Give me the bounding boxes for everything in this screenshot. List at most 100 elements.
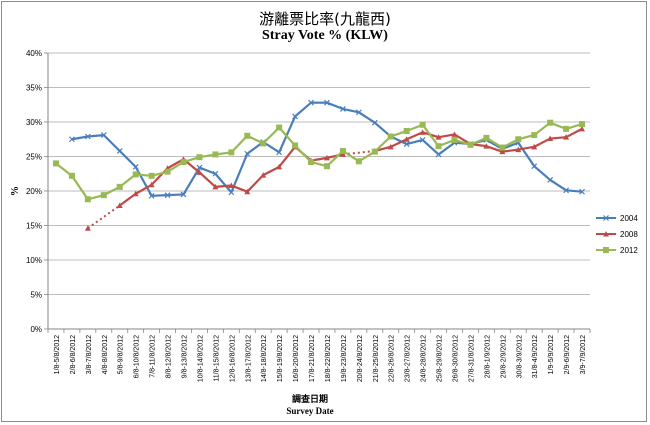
data-point — [403, 136, 410, 142]
series-segment — [486, 145, 503, 153]
series-2008 — [84, 125, 586, 231]
data-point-stroke — [276, 149, 283, 156]
x-tick-label: 3/9-7/9/2012 — [580, 335, 587, 374]
series-segment — [103, 134, 121, 152]
data-point — [451, 131, 458, 137]
data-point — [308, 159, 315, 166]
x-tick-labels: 1/8-5/8/2012 2/8-6/8/2012 3/8-7/8/2012 4/8-… — [54, 335, 587, 382]
data-point — [132, 163, 139, 170]
legend-item: 2012 — [596, 246, 638, 255]
y-tick-label: 30% — [26, 118, 42, 127]
series-segment — [246, 174, 264, 193]
x-tick-label: 18/8-22/8/2012 — [325, 335, 332, 382]
data-point — [100, 192, 107, 199]
series-segment — [214, 173, 233, 194]
x-tick-label: 17/8-21/8/2012 — [309, 335, 316, 382]
data-point-stroke — [355, 109, 362, 116]
data-point — [579, 188, 585, 195]
x-tick-label: 25/8-29/8/2012 — [437, 335, 444, 382]
series-segment — [438, 133, 455, 139]
series-segment — [358, 111, 376, 124]
series-segment — [342, 107, 360, 114]
legend-item: 2008 — [596, 230, 638, 239]
data-point — [451, 136, 458, 143]
series-segment — [230, 184, 248, 193]
data-point-stroke — [419, 137, 426, 143]
data-point — [276, 149, 283, 156]
series-segment — [151, 194, 168, 197]
data-point — [371, 148, 378, 155]
data-point — [403, 141, 410, 148]
legend-label: 2004 — [620, 214, 638, 223]
data-point — [132, 190, 139, 197]
data-point — [339, 147, 346, 154]
data-point-stroke — [228, 189, 235, 196]
data-point — [531, 163, 538, 170]
gridlines — [48, 52, 590, 330]
y-tick-label: 0% — [30, 325, 42, 334]
x-tick-label: 21/8-25/8/2012 — [373, 335, 380, 382]
x-tick-label: 20/8-24/8/2012 — [357, 335, 364, 382]
y-tick-labels: 0% 5% 10% 15% 20% 25% 30% 35% 40% — [26, 49, 42, 334]
x-tick-label: 3/8-7/8/2012 — [86, 335, 93, 374]
series-segment — [278, 116, 297, 153]
data-point — [563, 125, 570, 132]
legend-item: 2004 — [596, 214, 638, 223]
x-tick-label: 2/8-6/8/2012 — [70, 335, 77, 374]
data-point — [212, 170, 219, 177]
series-segment — [406, 138, 423, 146]
series-2012 — [52, 119, 586, 203]
series-segment — [565, 127, 583, 139]
series-segment — [406, 131, 424, 141]
x-tick-label: 9/8-13/8/2012 — [182, 335, 189, 378]
data-point — [196, 169, 203, 175]
data-point — [196, 154, 203, 161]
legend-label: 2012 — [620, 246, 638, 255]
data-point-stroke — [324, 99, 330, 106]
data-point — [515, 136, 522, 143]
x-axis-label: 調查日期 — [292, 393, 328, 405]
data-point-stroke — [100, 132, 107, 139]
x-tick-label: 5/8-9/8/2012 — [118, 335, 125, 374]
data-point — [164, 168, 171, 175]
x-tick-label: 27/8-31/8/2012 — [468, 335, 475, 382]
x-tick-label: 28/8-1/9/2012 — [484, 335, 491, 378]
x-tick-label: 2/9-6/9/2012 — [564, 335, 571, 374]
data-point — [531, 143, 538, 150]
data-point — [483, 134, 490, 141]
data-point — [515, 146, 522, 153]
series-segment — [518, 145, 535, 151]
data-point-stroke — [84, 133, 91, 140]
x-tick-label: 8/8-12/8/2012 — [166, 335, 173, 378]
legend: 2004 2008 2012 — [596, 214, 638, 255]
data-point — [403, 127, 410, 134]
data-point — [419, 121, 426, 128]
data-point-stroke — [116, 148, 123, 154]
data-point — [276, 124, 283, 131]
data-point — [579, 125, 586, 132]
data-point-stroke — [164, 192, 171, 199]
data-point — [148, 181, 155, 188]
data-point — [228, 189, 235, 196]
data-point — [579, 121, 586, 128]
x-tick-label: 30/8-3/9/2012 — [516, 335, 523, 378]
data-point — [339, 151, 346, 157]
series-segment — [549, 179, 567, 192]
data-point — [603, 231, 609, 237]
series-segment — [262, 165, 280, 177]
data-point — [308, 99, 314, 106]
data-point — [355, 109, 362, 116]
chart-subtitle: Stray Vote % (KLW) — [262, 28, 388, 43]
data-point — [419, 137, 426, 143]
series-segment — [118, 150, 137, 168]
data-point — [84, 133, 91, 140]
data-point-stroke — [547, 177, 554, 183]
data-point-stroke — [180, 191, 187, 198]
data-point — [180, 159, 187, 166]
series-segment — [199, 166, 216, 175]
data-point — [196, 164, 203, 171]
data-point — [148, 192, 155, 199]
data-point-stroke — [308, 99, 314, 106]
